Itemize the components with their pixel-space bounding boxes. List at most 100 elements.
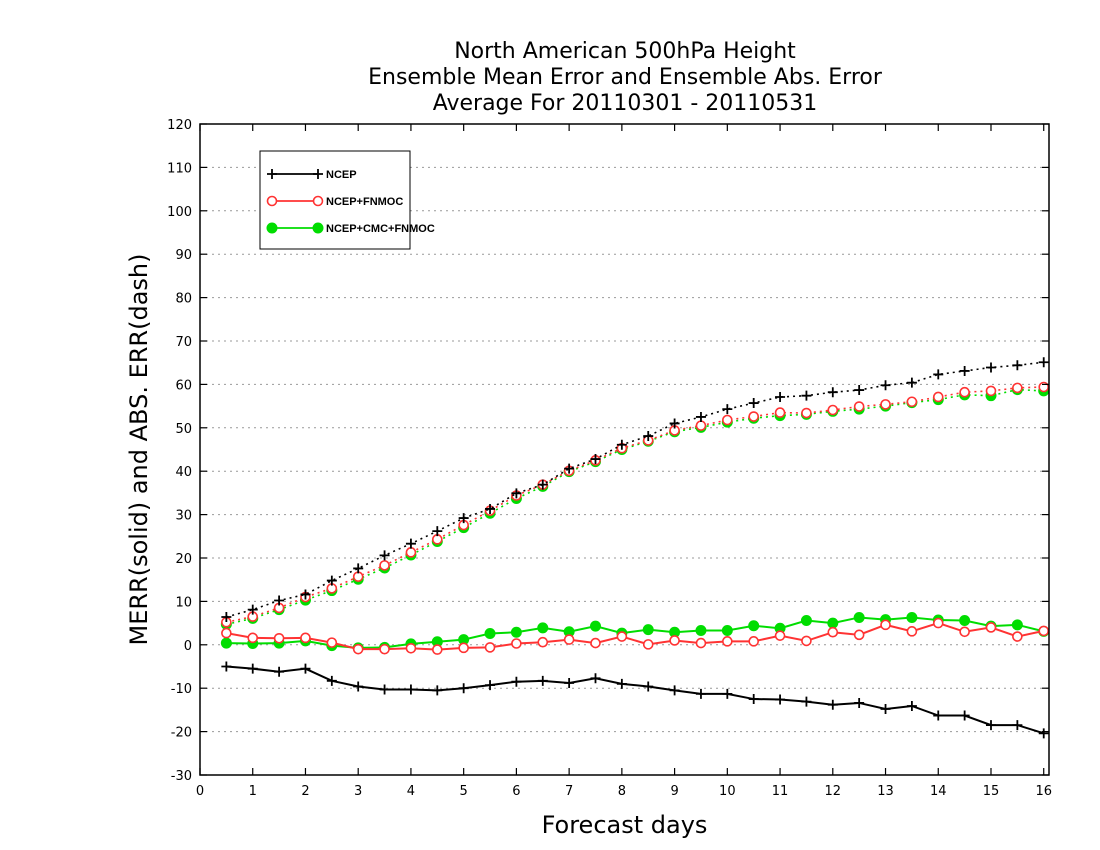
abs-error-point (695, 420, 707, 431)
mean-error-point (642, 639, 654, 650)
abs-error-point (906, 396, 918, 408)
abs-error-point (1012, 382, 1023, 394)
mean-error-point (511, 638, 522, 649)
mean-error-point (748, 636, 759, 647)
abs-error-point (906, 377, 917, 388)
legend-marker (267, 169, 277, 179)
y-tick-label: -10 (171, 682, 192, 697)
series-ncep-fnmoc (221, 381, 1050, 655)
y-tick-label: 120 (167, 118, 192, 133)
series-ncep-cmc-fnmoc (220, 384, 1050, 654)
abs-error-point (827, 404, 839, 416)
abs-error-point (274, 595, 285, 606)
mean-error-point (537, 622, 549, 634)
mean-error-point (880, 704, 891, 715)
y-tick-label: 20 (175, 552, 192, 567)
abs-error-line (226, 388, 1044, 626)
x-tick-label: 7 (565, 784, 573, 799)
y-tick-label: 30 (175, 509, 192, 524)
mean-error-point (669, 685, 680, 696)
y-tick-label: 110 (167, 161, 192, 176)
abs-error-point (432, 526, 443, 537)
abs-error-point (431, 534, 443, 545)
mean-error-point (537, 675, 548, 686)
title-line-3: Average For 20110301 - 20110531 (433, 91, 818, 116)
mean-error-point (906, 700, 917, 711)
mean-error-point (853, 629, 865, 641)
abs-error-point (985, 362, 996, 373)
plot-frame (199, 123, 1050, 776)
mean-error-point (590, 637, 601, 649)
mean-error-point (827, 626, 839, 638)
mean-error-point (801, 635, 812, 647)
mean-error-point (827, 617, 839, 629)
title-line-2: Ensemble Mean Error and Ensemble Abs. Er… (368, 65, 883, 90)
abs-error-point (616, 439, 627, 450)
mean-error-point (484, 628, 496, 640)
legend: NCEP NCEP+FNMOC NCEP+CMC+FNMOC (259, 150, 435, 250)
abs-error-point (458, 513, 469, 524)
mean-error-point (431, 644, 443, 655)
mean-error-point (511, 676, 522, 687)
mean-error-point (510, 626, 522, 638)
mean-error-point (1038, 728, 1049, 739)
mean-error-point (985, 720, 996, 731)
abs-error-point (669, 418, 680, 429)
abs-error-point (695, 411, 706, 422)
legend-label: NCEP+CMC+FNMOC (326, 223, 435, 235)
mean-error-point (906, 611, 918, 623)
abs-error-point (1038, 357, 1049, 368)
abs-error-point (1012, 360, 1023, 371)
y-tick-label: 70 (175, 335, 192, 350)
mean-error-point (484, 642, 496, 653)
mean-error-point (959, 626, 970, 638)
mean-error-point (775, 694, 786, 705)
mean-error-point (722, 688, 733, 699)
abs-error-point (564, 463, 575, 474)
legend-box (259, 150, 411, 250)
mean-error-point (854, 697, 865, 708)
series-ncep (221, 357, 1049, 739)
mean-error-line (226, 665, 1045, 735)
x-tick-label: 8 (618, 784, 626, 799)
abs-error-point (379, 550, 390, 561)
y-tick-label: 100 (167, 205, 192, 220)
mean-error-point (906, 626, 918, 637)
x-tick-label: 9 (670, 784, 678, 799)
mean-error-point (326, 637, 338, 648)
abs-error-point (722, 404, 733, 415)
abs-error-point (880, 399, 891, 410)
mean-error-point (722, 636, 733, 647)
abs-error-point (722, 414, 733, 426)
mean-error-point (405, 642, 417, 654)
y-tick-label: 40 (175, 465, 192, 480)
mean-error-point (326, 675, 337, 686)
abs-error-point (775, 391, 786, 402)
abs-error-point (485, 503, 496, 514)
mean-error-point (379, 643, 390, 655)
mean-error-point (748, 620, 760, 632)
abs-error-point (405, 547, 417, 558)
mean-error-point (458, 642, 469, 654)
mean-error-point (827, 699, 838, 710)
series-layer (220, 357, 1050, 739)
mean-error-point (616, 631, 628, 642)
x-tick-label: 14 (930, 784, 947, 799)
mean-error-point (721, 624, 733, 636)
legend-marker (313, 169, 323, 179)
y-tick-label: -30 (171, 769, 192, 784)
mean-error-point (801, 696, 812, 707)
abs-error-point (854, 385, 865, 396)
y-tick-label: 50 (175, 422, 192, 437)
mean-error-point (300, 632, 311, 644)
mean-error-point (695, 688, 706, 699)
abs-error-point (827, 387, 838, 398)
x-tick-label: 2 (301, 784, 309, 799)
abs-error-point (221, 612, 232, 623)
legend-entry: NCEP (267, 169, 357, 181)
mean-error-point (300, 663, 311, 674)
x-tick-label: 12 (825, 784, 842, 799)
mean-error-point (643, 681, 654, 692)
mean-error-point (485, 680, 496, 691)
